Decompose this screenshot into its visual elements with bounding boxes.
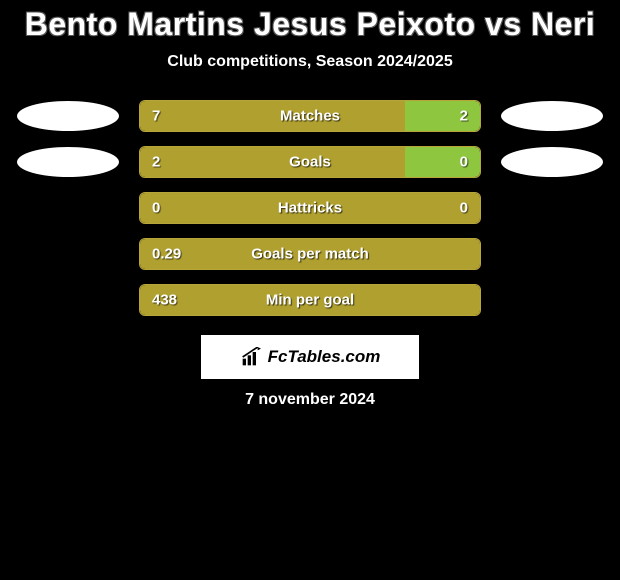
value-left: 0.29 [152, 246, 181, 263]
avatar-spacer [17, 239, 119, 269]
avatar-spacer [17, 285, 119, 315]
chart-icon [240, 347, 262, 367]
stat-label: Goals per match [251, 246, 369, 263]
date-label: 7 november 2024 [0, 391, 620, 409]
value-right: 2 [460, 108, 468, 125]
stat-bar: 7 2 Matches [139, 100, 481, 132]
value-left: 2 [152, 154, 160, 171]
bar-segment-left [140, 101, 405, 131]
avatar-spacer [501, 239, 603, 269]
value-left: 7 [152, 108, 160, 125]
stat-label: Min per goal [266, 292, 354, 309]
comparison-widget: Bento Martins Jesus Peixoto vs Neri Club… [0, 0, 620, 409]
brand-box[interactable]: FcTables.com [201, 335, 419, 379]
value-right: 0 [460, 200, 468, 217]
avatar-right [501, 101, 603, 131]
stat-bar: 438 Min per goal [139, 284, 481, 316]
stat-bar: 2 0 Goals [139, 146, 481, 178]
stats-area: 7 2 Matches 2 0 Goals 0 0 Hattricks 0.29 Goals per… [0, 99, 620, 317]
stat-bar: 0.29 Goals per match [139, 238, 481, 270]
page-title: Bento Martins Jesus Peixoto vs Neri [0, 6, 620, 43]
stat-label: Matches [280, 108, 340, 125]
subtitle: Club competitions, Season 2024/2025 [0, 53, 620, 71]
stat-row: 0 0 Hattricks [0, 191, 620, 225]
bar-segment-right [405, 147, 480, 177]
stat-row: 0.29 Goals per match [0, 237, 620, 271]
bar-segment-right [405, 101, 480, 131]
value-left: 0 [152, 200, 160, 217]
stat-row: 7 2 Matches [0, 99, 620, 133]
bar-segment-left [140, 147, 405, 177]
avatar-left [17, 147, 119, 177]
brand-text: FcTables.com [268, 347, 381, 367]
stat-label: Goals [289, 154, 331, 171]
stat-bar: 0 0 Hattricks [139, 192, 481, 224]
stat-row: 2 0 Goals [0, 145, 620, 179]
value-right: 0 [460, 154, 468, 171]
avatar-right [501, 147, 603, 177]
value-left: 438 [152, 292, 177, 309]
avatar-left [17, 101, 119, 131]
avatar-spacer [17, 193, 119, 223]
stat-row: 438 Min per goal [0, 283, 620, 317]
stat-label: Hattricks [278, 200, 342, 217]
avatar-spacer [501, 193, 603, 223]
avatar-spacer [501, 285, 603, 315]
